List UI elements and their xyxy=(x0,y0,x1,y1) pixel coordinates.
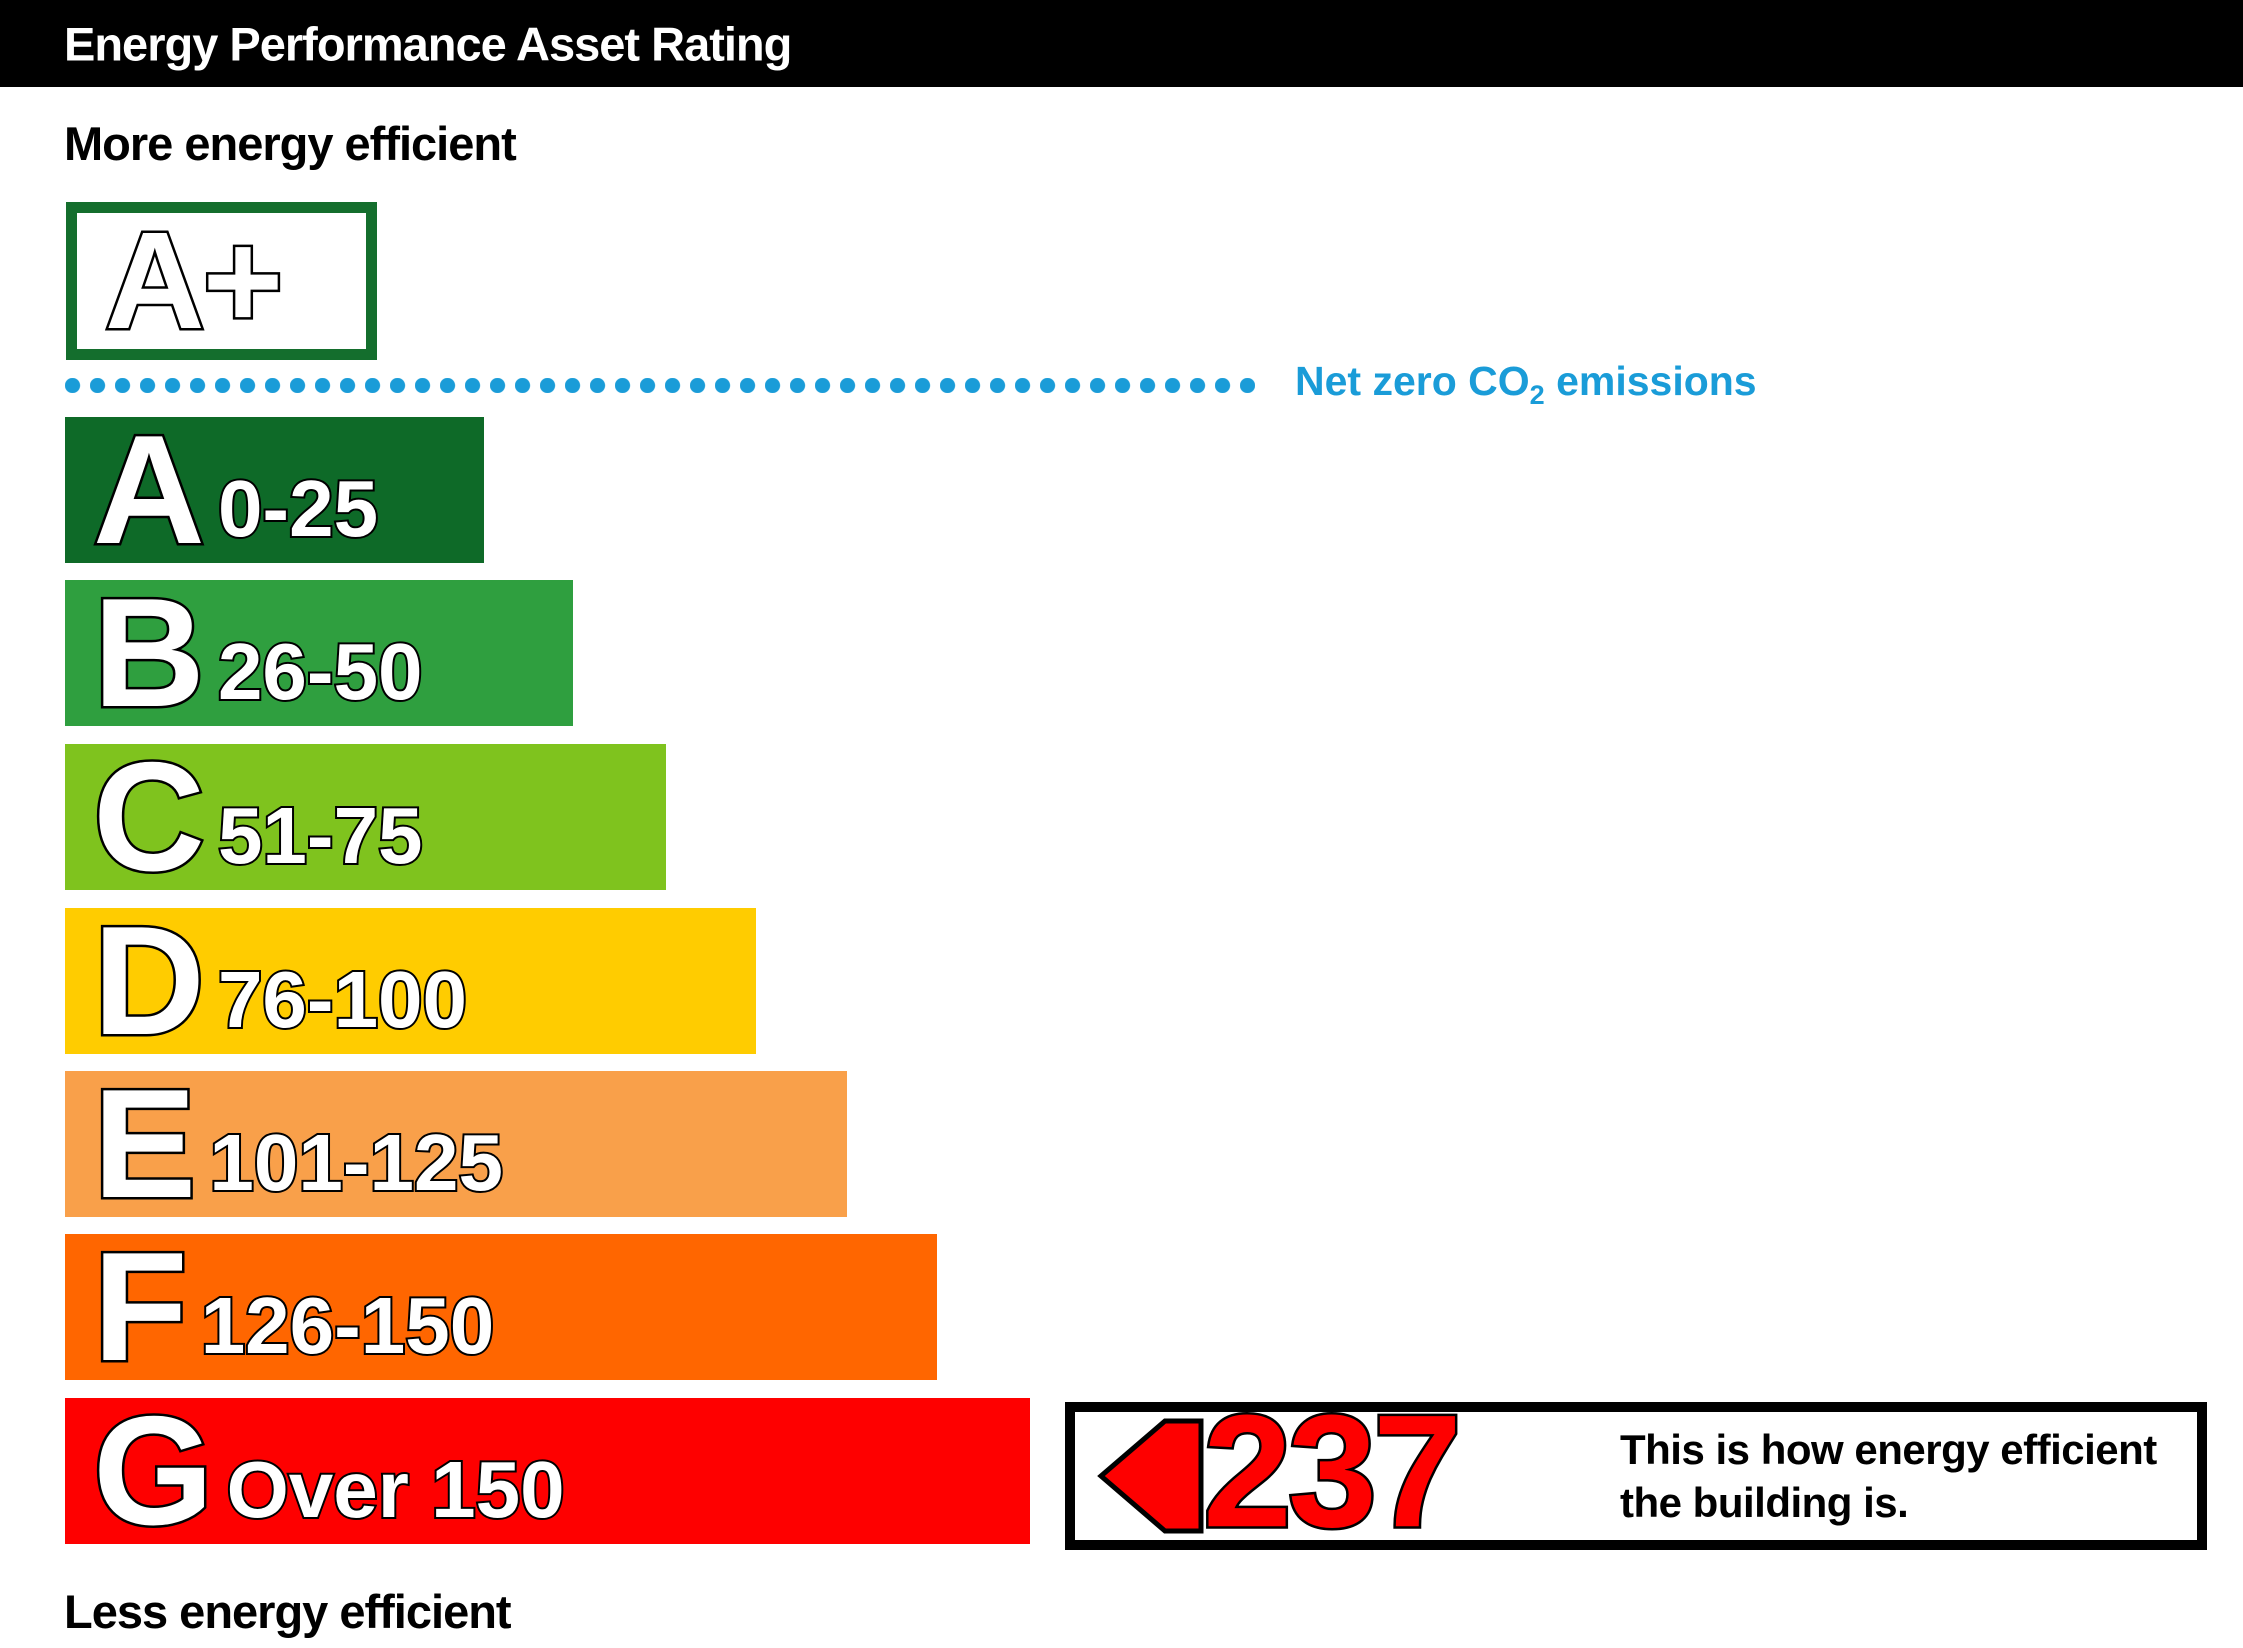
band-e: E 101-125 xyxy=(65,1057,847,1230)
left-arrow-icon xyxy=(1097,1418,1204,1534)
band-e-range: 101-125 xyxy=(207,1116,505,1209)
band-c: C 51-75 xyxy=(65,730,666,903)
band-b-letter: B xyxy=(91,566,208,739)
band-a-range: 0-25 xyxy=(216,462,380,555)
rating-description: This is how energy efficient the buildin… xyxy=(1620,1423,2157,1529)
rating-description-line2: the building is. xyxy=(1620,1479,1909,1526)
band-d-letter: D xyxy=(91,894,208,1067)
net-zero-subscript: 2 xyxy=(1529,380,1545,410)
band-a-plus: A+ xyxy=(66,202,377,360)
band-b-range: 26-50 xyxy=(216,625,425,718)
band-f: F 126-150 xyxy=(65,1220,937,1393)
band-f-letter: F xyxy=(91,1220,191,1393)
band-e-letter: E xyxy=(90,1057,198,1230)
band-f-range: 126-150 xyxy=(199,1279,497,1372)
band-d-range: 76-100 xyxy=(216,953,469,1046)
more-efficient-label: More energy efficient xyxy=(64,117,517,170)
less-efficient-label: Less energy efficient xyxy=(64,1585,512,1638)
band-d: D 76-100 xyxy=(65,894,756,1067)
rating-description-line1: This is how energy efficient xyxy=(1620,1426,2157,1473)
band-g: G Over 150 xyxy=(65,1384,1030,1557)
band-c-letter: C xyxy=(91,730,208,903)
chart-title-bar: Energy Performance Asset Rating xyxy=(0,0,2243,87)
net-zero-text-prefix: Net zero CO xyxy=(1295,358,1530,404)
chart-title: Energy Performance Asset Rating xyxy=(64,17,792,70)
band-a: A 0-25 xyxy=(65,403,484,576)
band-a-plus-letter: A+ xyxy=(102,204,285,358)
band-g-range: Over 150 xyxy=(225,1443,567,1536)
band-g-letter: G xyxy=(91,1384,217,1557)
band-c-range: 51-75 xyxy=(216,789,425,882)
current-rating-value: 237 xyxy=(1201,1381,1465,1561)
band-a-letter: A xyxy=(91,403,208,576)
net-zero-text-suffix: emissions xyxy=(1544,358,1757,404)
net-zero-label: Net zero CO2 emissions xyxy=(1295,358,1757,411)
net-zero-dotted-line xyxy=(65,378,1255,393)
current-rating-indicator: 237 This is how energy efficient the bui… xyxy=(1065,1388,2207,1553)
band-b: B 26-50 xyxy=(65,566,573,739)
